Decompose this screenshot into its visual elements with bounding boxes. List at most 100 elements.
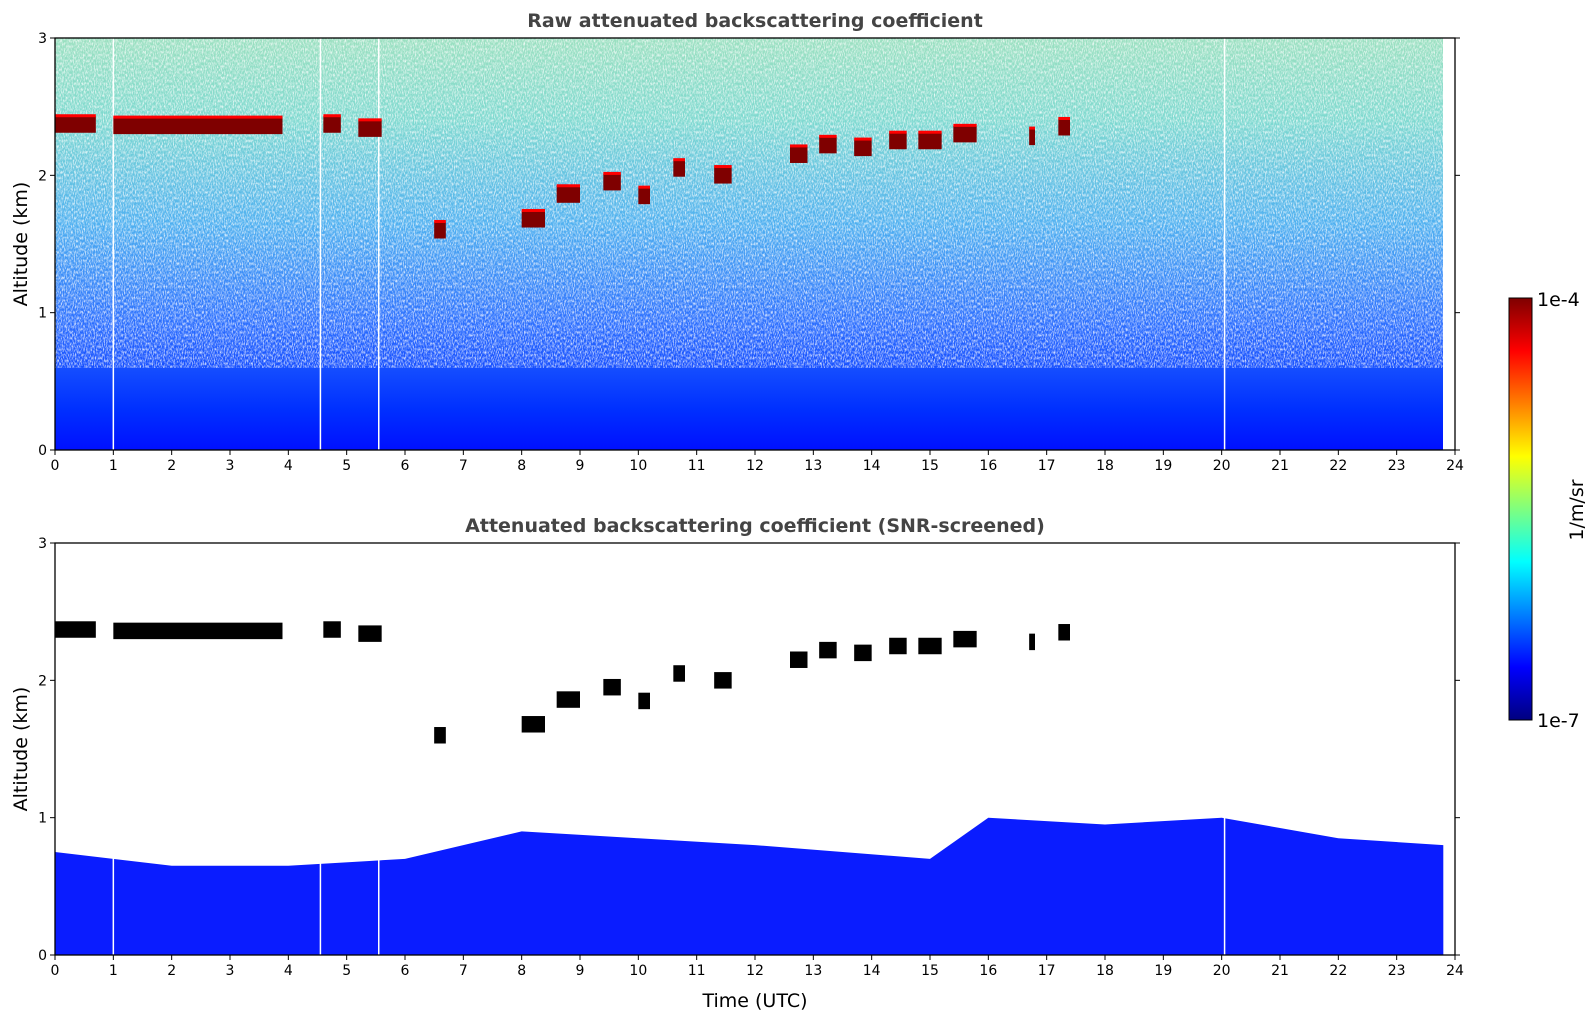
panel1-cloud-layer bbox=[55, 114, 1070, 239]
colorbar: 1e-4 1e-7 1/m/sr bbox=[1508, 289, 1588, 732]
y-tick-label: 1 bbox=[38, 306, 47, 322]
x-tick-label: 19 bbox=[1154, 458, 1172, 474]
x-tick-label: 0 bbox=[51, 458, 60, 474]
x-tick-label: 23 bbox=[1388, 458, 1406, 474]
x-tick-label: 19 bbox=[1154, 963, 1172, 979]
x-tick-label: 18 bbox=[1096, 458, 1114, 474]
y-tick-label: 0 bbox=[38, 948, 47, 964]
cloud-top-edge bbox=[556, 184, 580, 188]
x-tick-label: 24 bbox=[1446, 963, 1464, 979]
cloud-segment bbox=[113, 117, 283, 135]
cloud-segment bbox=[918, 132, 942, 150]
x-tick-label: 22 bbox=[1329, 963, 1347, 979]
cloud-segment bbox=[1058, 119, 1070, 136]
x-tick-label: 7 bbox=[459, 458, 468, 474]
panel2-title: Attenuated backscattering coefficient (S… bbox=[465, 515, 1045, 537]
cloud-segment bbox=[358, 120, 382, 137]
x-tick-label: 1 bbox=[109, 458, 118, 474]
y-tick-label: 2 bbox=[38, 673, 47, 689]
x-tick-label: 23 bbox=[1388, 963, 1406, 979]
x-tick-label: 12 bbox=[746, 458, 764, 474]
cloud-top-edge bbox=[790, 144, 808, 148]
panel2-boundary-layer bbox=[55, 817, 1444, 955]
colorbar-unit-label: 1/m/sr bbox=[1566, 479, 1588, 540]
x-tick-label: 14 bbox=[863, 963, 881, 979]
cloud-segment bbox=[603, 678, 621, 696]
cloud-top-edge bbox=[638, 185, 650, 189]
x-tick-label: 11 bbox=[688, 963, 706, 979]
x-tick-label: 8 bbox=[517, 458, 526, 474]
cloud-segment bbox=[673, 160, 685, 177]
panel1-title: Raw attenuated backscattering coefficien… bbox=[527, 10, 983, 32]
x-tick-label: 9 bbox=[576, 963, 585, 979]
x-tick-label: 2 bbox=[167, 963, 176, 979]
x-tick-label: 3 bbox=[226, 458, 235, 474]
cloud-top-edge bbox=[1058, 116, 1070, 120]
x-tick-label: 4 bbox=[284, 458, 293, 474]
cloud-top-edge bbox=[434, 219, 446, 223]
colorbar-scale bbox=[1508, 297, 1533, 721]
x-tick-label: 20 bbox=[1213, 963, 1231, 979]
panel1-data-gaps bbox=[112, 38, 1226, 450]
cloud-top-edge bbox=[1029, 126, 1035, 130]
x-tick-label: 21 bbox=[1271, 458, 1289, 474]
panel1-x-ticks: 0 1 2 3 4 5 6 7 8 9 10 11 12 13 14 15 16 17 18 19 20 21 22 23 24 bbox=[51, 450, 1464, 474]
x-tick-label: 5 bbox=[342, 963, 351, 979]
x-tick-label: 1 bbox=[109, 963, 118, 979]
x-tick-label: 10 bbox=[629, 458, 647, 474]
cloud-segment bbox=[358, 625, 382, 642]
cloud-segment bbox=[521, 716, 545, 733]
cloud-top-edge bbox=[113, 115, 283, 119]
y-tick-label: 3 bbox=[38, 31, 47, 47]
cloud-top-edge bbox=[358, 118, 382, 122]
x-tick-label: 10 bbox=[629, 963, 647, 979]
cloud-segment bbox=[55, 116, 96, 133]
cloud-top-edge bbox=[521, 208, 545, 212]
x-axis-label: Time (UTC) bbox=[701, 990, 807, 1012]
x-tick-label: 3 bbox=[226, 963, 235, 979]
cloud-top-edge bbox=[603, 171, 621, 175]
cloud-segment bbox=[819, 136, 837, 154]
panel-snr-screened: Attenuated backscattering coefficient (S… bbox=[10, 515, 1464, 1012]
x-tick-label: 7 bbox=[459, 963, 468, 979]
cloud-top-edge bbox=[918, 130, 942, 134]
cloud-top-edge bbox=[714, 165, 732, 169]
x-tick-label: 24 bbox=[1446, 458, 1464, 474]
x-tick-label: 17 bbox=[1038, 963, 1056, 979]
cloud-segment bbox=[1029, 128, 1035, 146]
cloud-segment bbox=[854, 644, 872, 662]
y-tick-label: 0 bbox=[38, 443, 47, 459]
x-tick-label: 13 bbox=[804, 963, 822, 979]
x-tick-label: 11 bbox=[688, 458, 706, 474]
cloud-segment bbox=[323, 116, 341, 133]
cloud-segment bbox=[854, 139, 872, 157]
cloud-segment bbox=[790, 651, 808, 668]
panel2-x-ticks: 0 1 2 3 4 5 6 7 8 9 10 11 12 13 14 15 16 17 18 19 20 21 22 23 24 bbox=[51, 955, 1464, 979]
y-tick-label: 1 bbox=[38, 811, 47, 827]
x-tick-label: 0 bbox=[51, 963, 60, 979]
cloud-segment bbox=[434, 222, 446, 239]
cloud-segment bbox=[556, 691, 580, 708]
x-tick-label: 8 bbox=[517, 963, 526, 979]
cloud-segment bbox=[918, 637, 942, 655]
cloud-segment bbox=[714, 167, 732, 184]
x-tick-label: 9 bbox=[576, 458, 585, 474]
panel1-noise-speckle bbox=[55, 38, 1443, 368]
panel2-y-ticks: 0 1 2 3 bbox=[38, 536, 1460, 964]
x-tick-label: 21 bbox=[1271, 963, 1289, 979]
cloud-segment bbox=[521, 211, 545, 228]
cloud-segment bbox=[55, 621, 96, 638]
panel1-y-axis-label: Altitude (km) bbox=[10, 182, 32, 307]
cloud-segment bbox=[556, 186, 580, 203]
cloud-segment bbox=[953, 630, 977, 648]
cloud-top-edge bbox=[673, 158, 685, 162]
x-tick-label: 5 bbox=[342, 458, 351, 474]
x-tick-label: 16 bbox=[979, 458, 997, 474]
x-tick-label: 4 bbox=[284, 963, 293, 979]
cloud-segment bbox=[953, 125, 977, 143]
cloud-top-edge bbox=[854, 137, 872, 141]
cloud-segment bbox=[113, 622, 283, 640]
panel-raw: Raw attenuated backscattering coefficien… bbox=[10, 10, 1464, 474]
x-tick-label: 17 bbox=[1038, 458, 1056, 474]
